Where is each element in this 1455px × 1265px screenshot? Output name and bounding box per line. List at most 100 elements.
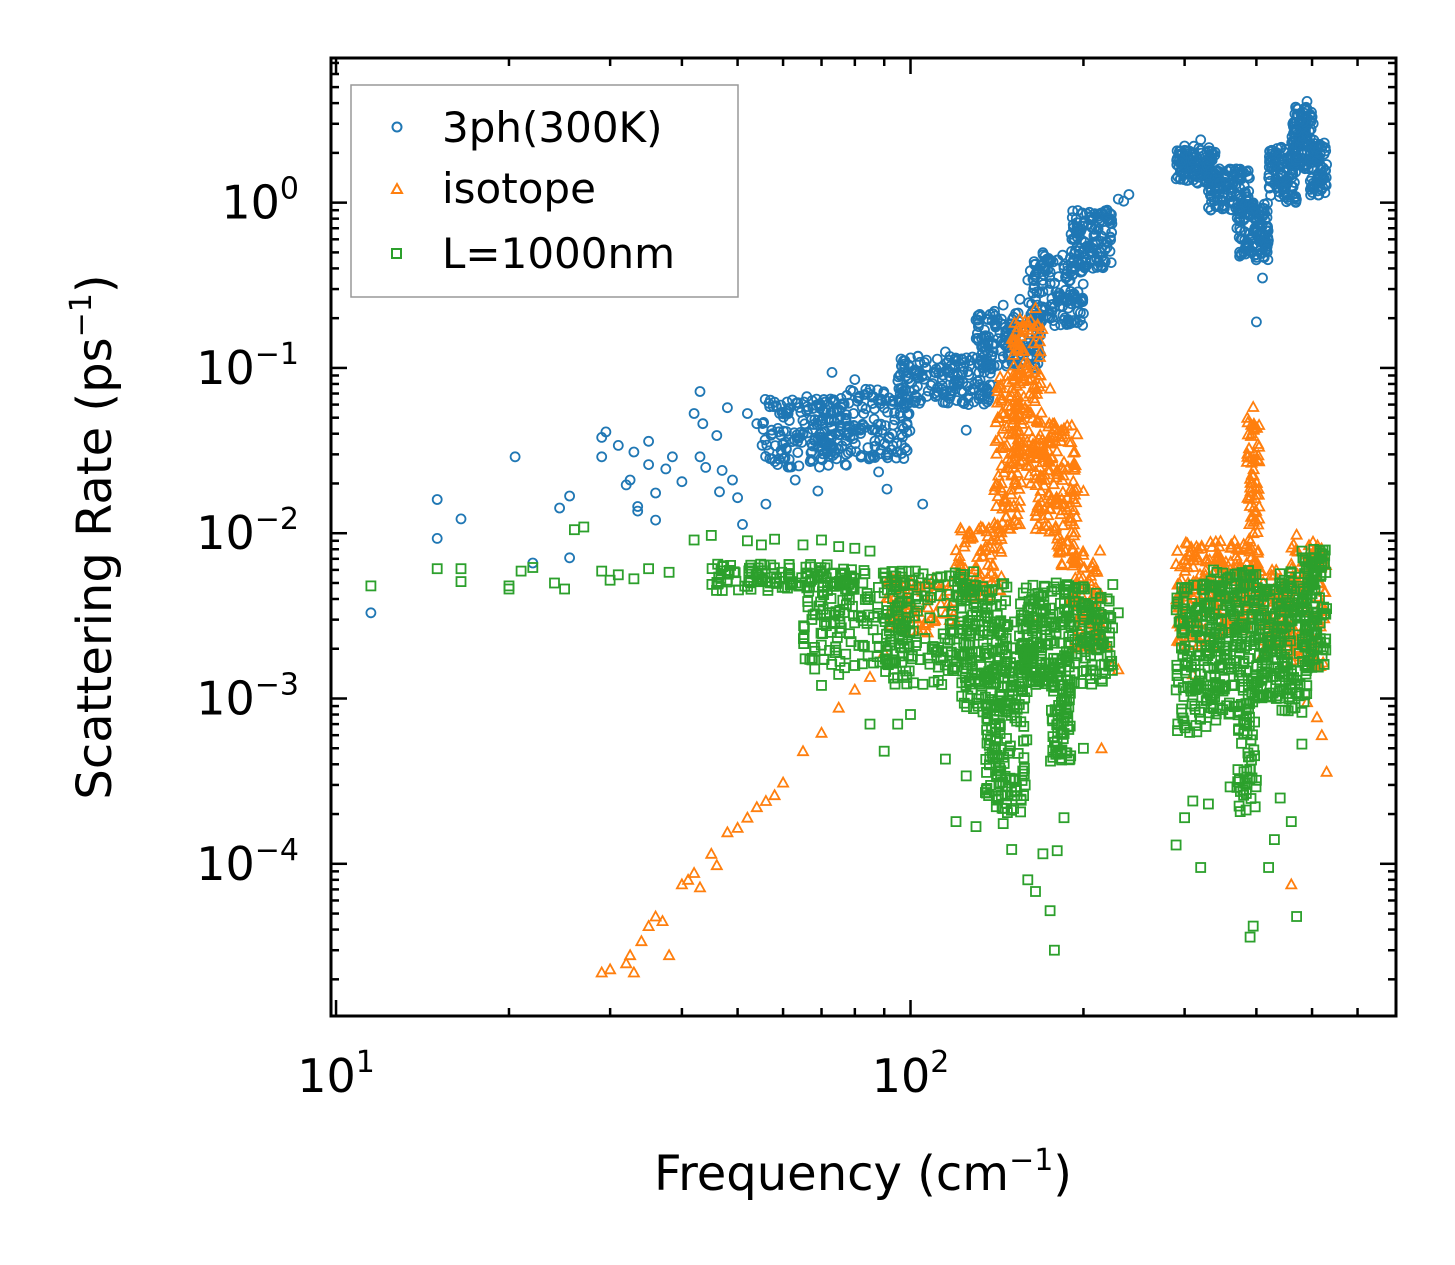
data-point	[1064, 510, 1078, 523]
data-point	[742, 408, 753, 419]
data-point	[1178, 552, 1192, 565]
data-point	[1033, 501, 1047, 513]
data-point	[676, 476, 688, 488]
data-point	[784, 579, 796, 591]
y-tick-label-base: 10	[196, 672, 255, 726]
data-point	[1067, 205, 1079, 217]
data-point	[1179, 812, 1190, 824]
data-point	[1088, 213, 1099, 225]
data-point	[1076, 544, 1090, 557]
data-point	[1089, 236, 1101, 248]
data-point	[991, 468, 1005, 481]
data-point	[989, 305, 1000, 317]
data-point	[715, 565, 727, 577]
data-point	[1278, 189, 1289, 201]
data-point	[1212, 201, 1224, 213]
data-point	[503, 583, 515, 595]
data-point	[1303, 125, 1315, 137]
data-point	[930, 367, 942, 379]
data-point	[904, 627, 916, 639]
data-point	[855, 428, 866, 439]
data-point	[1043, 381, 1057, 394]
data-point	[704, 846, 718, 859]
data-point	[1240, 410, 1254, 423]
data-point	[994, 569, 1008, 582]
data-point	[861, 591, 873, 603]
data-point	[1238, 246, 1249, 258]
data-point	[1066, 245, 1077, 257]
y-tick-label-exp: 0	[280, 172, 299, 207]
data-point	[750, 800, 764, 813]
y-tick-label-base: 10	[196, 837, 255, 891]
data-point	[1091, 247, 1103, 259]
data-point	[863, 670, 877, 682]
data-point	[991, 318, 1002, 330]
data-point	[1212, 549, 1226, 562]
data-point	[953, 521, 968, 534]
data-point	[841, 588, 853, 600]
data-point	[777, 437, 789, 449]
data-point	[1066, 257, 1077, 269]
data-point	[809, 434, 821, 446]
data-point	[990, 384, 1005, 397]
data-point	[1203, 178, 1214, 190]
data-point	[1088, 230, 1100, 242]
data-point	[756, 539, 767, 551]
data-point	[859, 641, 870, 652]
y-tick-label-base: 10	[196, 341, 255, 395]
data-point	[822, 585, 833, 596]
data-point	[989, 446, 1004, 459]
data-point	[1291, 125, 1302, 137]
data-point	[1060, 272, 1072, 284]
data-point	[995, 458, 1009, 471]
data-point	[365, 580, 377, 592]
data-point	[969, 559, 983, 572]
data-point	[921, 625, 935, 638]
data-point	[1034, 405, 1048, 418]
data-point	[1101, 204, 1113, 216]
data-point	[996, 335, 1008, 346]
legend: 3ph(300K) isotope L=1000nm	[350, 84, 739, 298]
data-point	[612, 439, 624, 451]
data-point	[956, 396, 968, 408]
data-point	[1112, 193, 1124, 205]
data-point	[1067, 503, 1081, 515]
data-point	[732, 492, 743, 504]
data-point	[840, 412, 852, 424]
data-point	[848, 682, 862, 695]
data-point	[1206, 191, 1218, 203]
data-point	[1187, 795, 1199, 807]
data-point	[812, 485, 824, 497]
data-point	[801, 391, 813, 403]
data-point	[1107, 579, 1119, 590]
data-point	[881, 628, 892, 640]
data-point	[1065, 228, 1077, 240]
data-point	[879, 437, 890, 449]
data-point	[694, 451, 706, 463]
data-point	[1057, 424, 1071, 437]
data-point	[1021, 322, 1035, 335]
data-point	[970, 314, 982, 326]
data-point	[1069, 495, 1083, 508]
data-point	[917, 678, 929, 690]
data-point	[1072, 317, 1083, 329]
data-point	[792, 436, 803, 447]
y-tick-label: 100	[221, 172, 299, 230]
data-point	[781, 426, 792, 437]
data-point	[1042, 501, 1056, 514]
data-point	[980, 344, 991, 356]
data-point	[756, 439, 768, 451]
data-point	[1001, 398, 1015, 411]
data-point	[792, 447, 804, 458]
y-tick-label-base: 10	[196, 506, 255, 560]
data-point	[1276, 169, 1288, 181]
data-point	[972, 375, 983, 387]
data-point	[1007, 454, 1021, 467]
data-point	[503, 580, 515, 592]
data-point	[1039, 302, 1051, 314]
data-point	[869, 452, 881, 463]
data-point	[844, 628, 855, 640]
data-point	[991, 489, 1005, 502]
data-point	[1244, 228, 1256, 240]
data-point	[714, 486, 725, 498]
